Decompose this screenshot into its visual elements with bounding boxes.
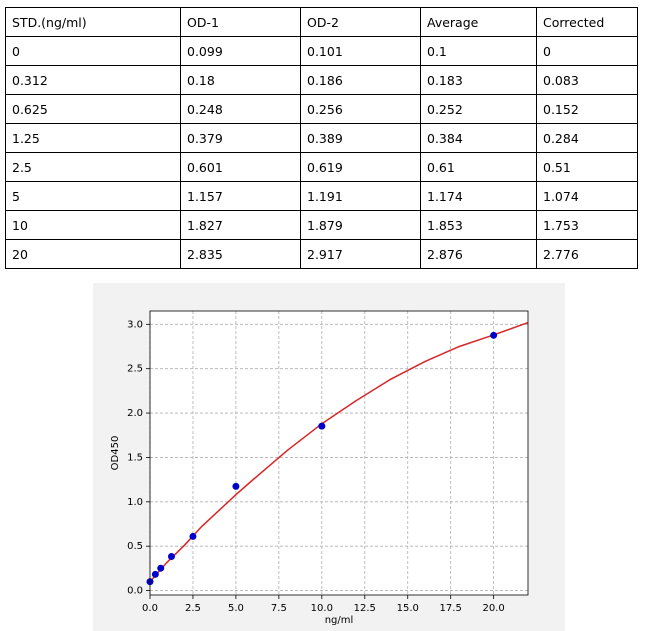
header-cell: OD-2: [300, 7, 421, 37]
table-row: 10 1.827 1.879 1.853 1.753: [5, 210, 638, 240]
table-cell: 2.776: [536, 239, 638, 269]
table-cell: 2.876: [420, 239, 537, 269]
x-tick-label: 10.0: [311, 603, 333, 614]
table-cell: 2.5: [5, 152, 181, 182]
x-tick-label: 2.5: [185, 603, 201, 614]
table-cell: 0.379: [180, 123, 301, 153]
table-cell: 0.384: [420, 123, 537, 153]
table-cell: 0.51: [536, 152, 638, 182]
data-point: [232, 482, 240, 490]
table-cell: 0.625: [5, 94, 181, 124]
table-cell: 0: [536, 36, 638, 66]
table-cell: 0.248: [180, 94, 301, 124]
table-cell: 0.389: [300, 123, 421, 153]
data-point: [189, 532, 197, 540]
header-cell: Average: [420, 7, 537, 37]
table-cell: 1.25: [5, 123, 181, 153]
table-cell: 0: [5, 36, 181, 66]
table-cell: 0.252: [420, 94, 537, 124]
table-cell: 1.157: [180, 181, 301, 211]
table-cell: 1.174: [420, 181, 537, 211]
table-cell: 0.256: [300, 94, 421, 124]
chart: ng/ml OD450 0.0 2.5 5.0 7.5 10.0 12.5 15.0 17.5…: [93, 283, 565, 631]
table-row: 0.625 0.248 0.256 0.252 0.152: [5, 94, 638, 124]
y-tick-label: 2.5: [127, 364, 143, 375]
data-point: [490, 331, 498, 339]
table-row: 20 2.835 2.917 2.876 2.776: [5, 239, 638, 269]
table-cell: 0.083: [536, 65, 638, 95]
table-cell: 0.099: [180, 36, 301, 66]
y-tick-label: 0.5: [127, 541, 143, 552]
x-tick-label: 5.0: [228, 603, 244, 614]
x-tick-label: 7.5: [271, 603, 287, 614]
x-tick-label: 12.5: [354, 603, 376, 614]
y-tick-label: 3.0: [127, 319, 143, 330]
table-cell: 1.753: [536, 210, 638, 240]
header-cell: STD.(ng/ml): [5, 7, 181, 37]
header-cell: Corrected: [536, 7, 638, 37]
table-cell: 0.101: [300, 36, 421, 66]
x-tick-label: 15.0: [397, 603, 419, 614]
fit-curve: [149, 321, 529, 583]
table-cell: 0.312: [5, 65, 181, 95]
table-cell: 1.191: [300, 181, 421, 211]
table-cell: 0.152: [536, 94, 638, 124]
plot-area: [150, 311, 528, 595]
table-cell: 1.879: [300, 210, 421, 240]
data-point: [151, 570, 159, 578]
table-cell: 0.183: [420, 65, 537, 95]
data-point: [157, 564, 165, 572]
table-row: 5 1.157 1.191 1.174 1.074: [5, 181, 638, 211]
header-cell: OD-1: [180, 7, 301, 37]
data-point: [318, 422, 326, 430]
table-cell: 2.835: [180, 239, 301, 269]
y-tick-label: 1.5: [127, 452, 143, 463]
table-cell: 20: [5, 239, 181, 269]
x-tick-label: 0.0: [142, 603, 158, 614]
table-row: 0 0.099 0.101 0.1 0: [5, 36, 638, 66]
table-cell: 10: [5, 210, 181, 240]
table-row: 2.5 0.601 0.619 0.61 0.51: [5, 152, 638, 182]
table-cell: 1.853: [420, 210, 537, 240]
x-axis-label: ng/ml: [325, 615, 354, 626]
table-row: 1.25 0.379 0.389 0.384 0.284: [5, 123, 638, 153]
y-tick-label: 2.0: [127, 408, 143, 419]
table-cell: 2.917: [300, 239, 421, 269]
y-tick-label: 1.0: [127, 497, 143, 508]
table-row: 0.312 0.18 0.186 0.183 0.083: [5, 65, 638, 95]
table-cell: 0.1: [420, 36, 537, 66]
table-cell: 0.61: [420, 152, 537, 182]
table-cell: 0.619: [300, 152, 421, 182]
plot-frame: [149, 310, 529, 596]
table-cell: 1.827: [180, 210, 301, 240]
table-cell: 1.074: [536, 181, 638, 211]
table-cell: 0.186: [300, 65, 421, 95]
x-tick-label: 20.0: [483, 603, 505, 614]
table-cell: 0.601: [180, 152, 301, 182]
y-axis-label: OD450: [110, 436, 121, 471]
x-tick-label: 17.5: [440, 603, 462, 614]
table-row: STD.(ng/ml) OD-1 OD-2 Average Corrected: [5, 7, 638, 37]
standards-table: STD.(ng/ml) OD-1 OD-2 Average Corrected 0 0.09…: [5, 7, 638, 269]
table-cell: 5: [5, 181, 181, 211]
table-cell: 0.284: [536, 123, 638, 153]
y-tick-label: 0.0: [127, 586, 143, 597]
data-point: [167, 552, 175, 560]
table-cell: 0.18: [180, 65, 301, 95]
